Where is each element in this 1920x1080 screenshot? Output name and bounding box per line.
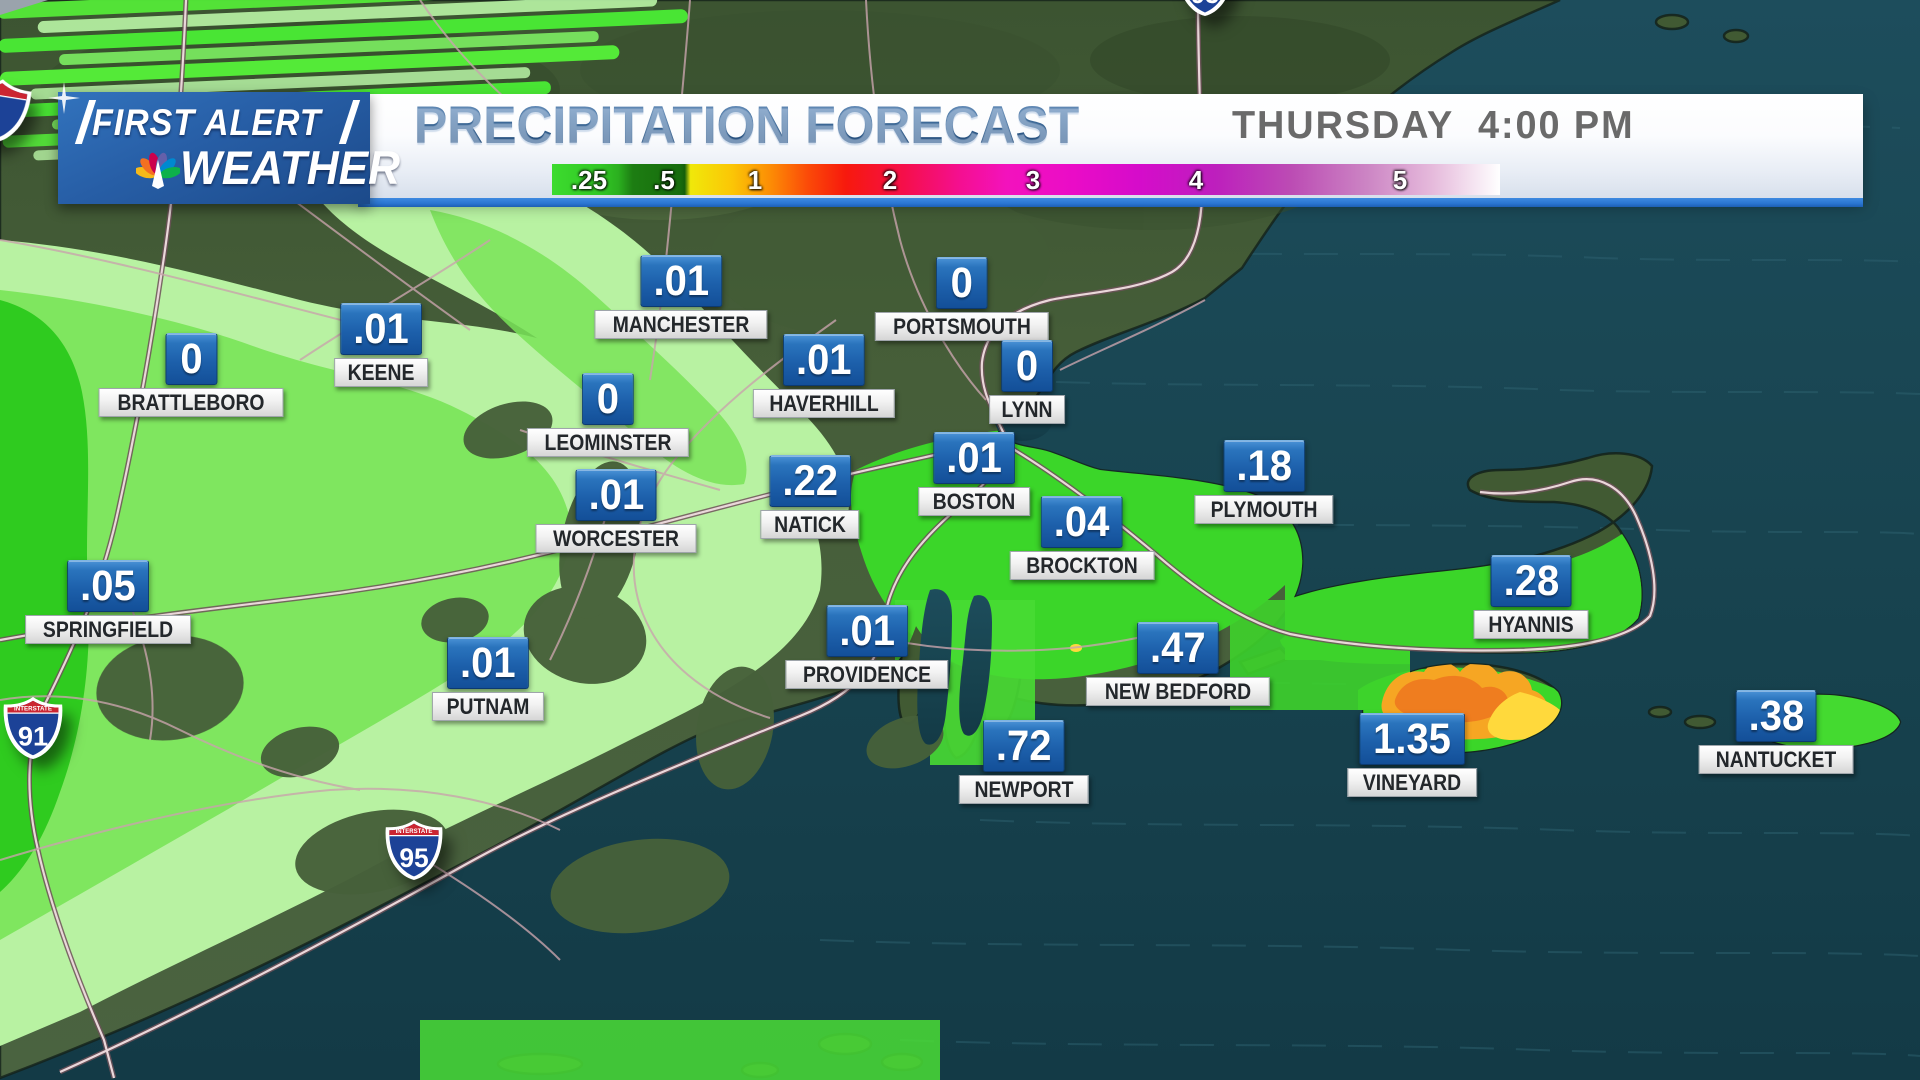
precip-value-badge: .22 <box>769 455 851 507</box>
city-label: PLYMOUTH <box>1194 495 1334 524</box>
logo-weather-text: WEATHER <box>180 141 401 194</box>
precip-value-badge: 0 <box>1001 340 1053 392</box>
route-number: 91 <box>18 720 48 751</box>
route-number: 95 <box>1191 0 1219 9</box>
precip-value-badge: .01 <box>826 605 908 657</box>
precip-color-scale: .25 .5 1 2 3 4 5 <box>552 164 1500 195</box>
sky-corner <box>0 0 48 15</box>
precip-value-badge: .38 <box>1735 690 1817 742</box>
interstate-shield-91: INTERSTATE 91 <box>2 695 64 761</box>
city-label: NANTUCKET <box>1698 745 1854 774</box>
nbc-peacock-icon <box>136 152 180 189</box>
station-springfield: .05 SPRINGFIELD <box>25 560 191 644</box>
city-label: SPRINGFIELD <box>25 615 191 644</box>
station-putnam: .01 PUTNAM <box>431 637 545 721</box>
logo-first-alert-text: FIRST ALERT <box>92 102 322 143</box>
station-vineyard: 1.35 VINEYARD <box>1347 713 1477 797</box>
precip-value-badge: 0 <box>165 333 217 385</box>
station-new-bedford: .47 NEW BEDFORD <box>1085 622 1271 706</box>
city-label: NEWPORT <box>958 775 1090 804</box>
forecast-time: 4:00 PM <box>1478 104 1635 147</box>
station-nantucket: .38 NANTUCKET <box>1698 690 1854 774</box>
station-boston: .01 BOSTON <box>918 432 1030 516</box>
city-label: BOSTON <box>918 487 1030 516</box>
station-providence: .01 PROVIDENCE <box>785 605 949 689</box>
forecast-day: THURSDAY <box>1232 104 1455 147</box>
station-haverhill: .01 HAVERHILL <box>752 334 896 418</box>
station-brattleboro: 0 BRATTLEBORO <box>98 333 284 417</box>
page-title: PRECIPITATION FORECAST <box>414 96 1080 155</box>
city-label: WORCESTER <box>535 524 697 553</box>
sparkle-icon <box>48 82 80 114</box>
city-label: BROCKTON <box>1009 551 1155 580</box>
interstate-label: INTERSTATE <box>14 706 52 713</box>
precip-value-badge: .18 <box>1223 440 1305 492</box>
scale-tick-05: .5 <box>653 165 675 195</box>
interstate-label: INTERSTATE <box>396 829 433 835</box>
roads-major <box>0 0 1657 1079</box>
route-number: 95 <box>399 843 428 873</box>
station-plymouth: .18 PLYMOUTH <box>1194 440 1334 524</box>
precip-value-badge: .01 <box>575 469 657 521</box>
ocean-wave-streaks <box>819 119 1920 1057</box>
precip-value-badge: 1.35 <box>1359 713 1465 765</box>
precip-value-badge: .28 <box>1490 555 1572 607</box>
city-label: PORTSMOUTH <box>874 312 1050 341</box>
scale-tick-3: 3 <box>1025 165 1041 195</box>
station-natick: .22 NATICK <box>760 455 860 539</box>
station-brockton: .04 BROCKTON <box>1009 496 1155 580</box>
interstate-shield-95-top-partial: 95 <box>1176 0 1234 18</box>
city-label: HYANNIS <box>1473 610 1589 639</box>
precip-value-badge: 0 <box>581 373 634 425</box>
precip-value-badge: .04 <box>1041 496 1123 548</box>
scale-tick-2: 2 <box>882 165 898 195</box>
city-label: PROVIDENCE <box>785 660 949 689</box>
city-label: NEW BEDFORD <box>1085 677 1271 706</box>
precip-value-badge: .01 <box>447 637 529 689</box>
scale-tick-4: 4 <box>1188 165 1204 195</box>
station-worcester: .01 WORCESTER <box>535 469 697 553</box>
precip-value-badge: .01 <box>783 334 865 386</box>
interstate-shield-left-partial <box>0 71 35 150</box>
precip-value-badge: 0 <box>935 257 988 309</box>
station-newport: .72 NEWPORT <box>958 720 1090 804</box>
station-portsmouth: 0 PORTSMOUTH <box>874 257 1050 341</box>
station-lynn: 0 LYNN <box>989 340 1065 424</box>
city-label: NATICK <box>760 510 860 539</box>
interstate-shield-95: INTERSTATE 95 <box>384 818 444 882</box>
city-label: HAVERHILL <box>752 389 896 418</box>
station-manchester: .01 MANCHESTER <box>594 255 768 339</box>
station-leominster: 0 LEOMINSTER <box>526 373 690 457</box>
precip-value-badge: .01 <box>640 255 722 307</box>
first-alert-weather-logo: FIRST ALERT WEATHER <box>48 82 400 204</box>
city-label: MANCHESTER <box>594 310 768 339</box>
precip-value-badge: .01 <box>933 432 1015 484</box>
scale-tick-025: .25 <box>570 165 608 195</box>
precip-value-badge: .05 <box>67 560 149 612</box>
city-label: PUTNAM <box>431 692 545 721</box>
precip-value-badge: .01 <box>340 303 422 355</box>
city-label: LEOMINSTER <box>526 428 690 457</box>
city-label: KEENE <box>334 358 428 387</box>
precip-value-badge: .72 <box>983 720 1065 772</box>
scale-tick-5: 5 <box>1392 165 1408 195</box>
station-keene: .01 KEENE <box>334 303 428 387</box>
station-hyannis: .28 HYANNIS <box>1473 555 1589 639</box>
city-label: VINEYARD <box>1347 768 1477 797</box>
precip-value-badge: .47 <box>1137 622 1219 674</box>
city-label: BRATTLEBORO <box>98 388 284 417</box>
scale-tick-1: 1 <box>747 165 763 195</box>
header-accent-strip <box>358 198 1863 207</box>
city-label: LYNN <box>989 395 1065 424</box>
